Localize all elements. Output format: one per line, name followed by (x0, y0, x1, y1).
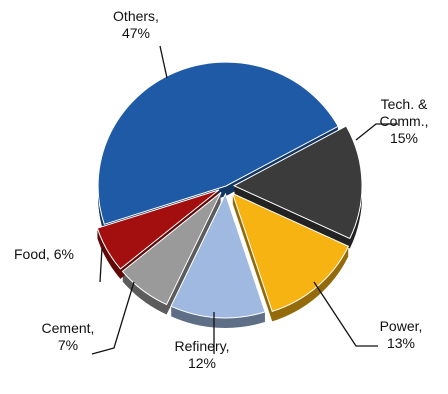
slice-food (96, 189, 220, 270)
leader-line-tech-comm (355, 123, 398, 141)
label-tech-comm-name-2: Comm., (379, 113, 429, 129)
slice-refinery (170, 192, 266, 319)
leader-line-cement (91, 281, 135, 355)
label-tech-comm-value: 15% (389, 130, 419, 146)
label-power-name: Power, (379, 318, 423, 334)
label-refinery-name: Refinery, (174, 338, 230, 354)
label-refinery: Refinery, 12% (160, 338, 244, 372)
slice-tech-comm (232, 125, 363, 240)
label-others-value: 47% (121, 25, 151, 41)
label-power-value: 13% (386, 335, 416, 351)
label-others-name: Others, (113, 8, 159, 24)
leader-line-food (99, 247, 103, 283)
label-cement-name: Cement, (41, 320, 95, 336)
label-refinery-value: 12% (187, 355, 217, 371)
label-food-name: Food, 6% (14, 246, 74, 262)
leader-line-power (313, 281, 378, 347)
label-cement-value: 7% (57, 337, 79, 353)
slice-others (97, 61, 339, 225)
label-others: Others, 47% (96, 8, 176, 42)
label-tech-comm: Tech. & Comm., 15% (360, 96, 448, 147)
label-food: Food, 6% (14, 246, 100, 263)
label-tech-comm-name-1: Tech. & (380, 96, 428, 112)
leader-line-others (159, 45, 168, 79)
slice-cement (121, 191, 222, 306)
label-cement: Cement, 7% (30, 320, 106, 354)
label-power: Power, 13% (366, 318, 436, 352)
